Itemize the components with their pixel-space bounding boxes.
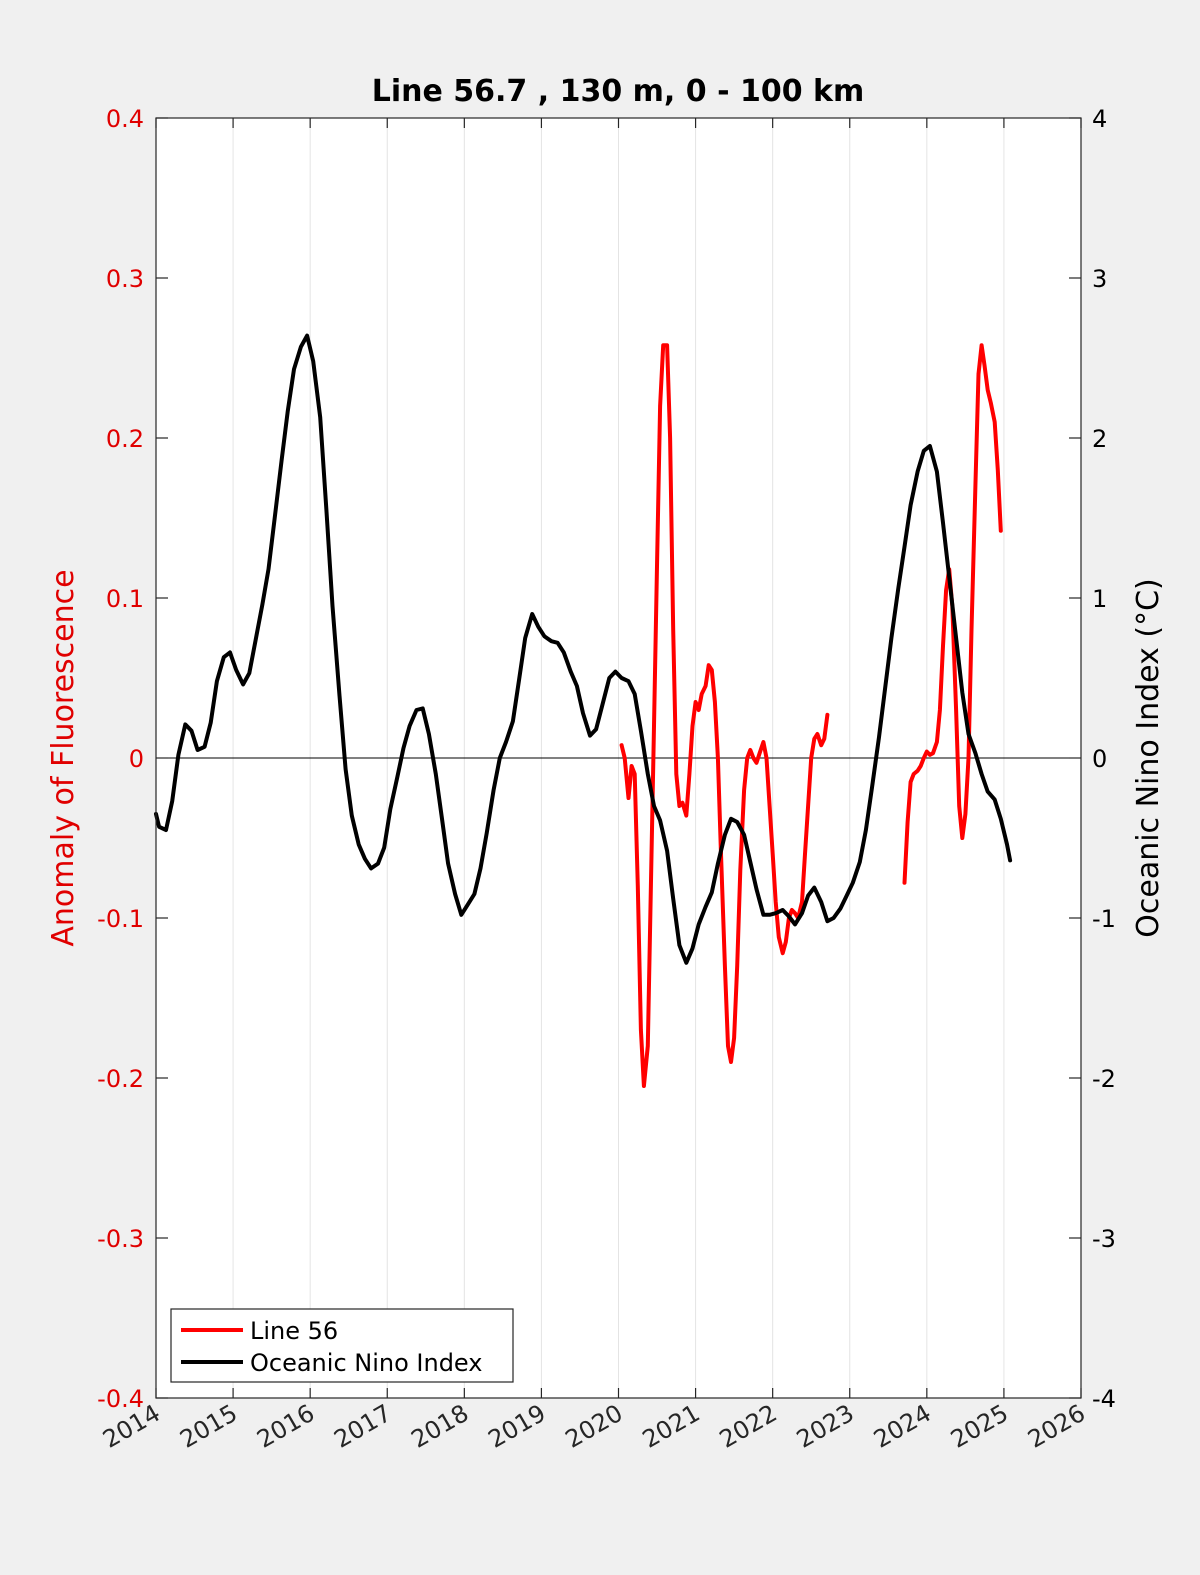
y-tick-label-left-0.2: 0.2 bbox=[106, 425, 144, 453]
legend-label-line56: Line 56 bbox=[250, 1317, 338, 1345]
y-tick-label-right-0: 0 bbox=[1092, 745, 1107, 773]
legend: Line 56 Oceanic Nino Index bbox=[170, 1308, 514, 1383]
y-tick-label-left-0.3: 0.3 bbox=[106, 265, 144, 293]
y-tick-label-left-0: 0 bbox=[129, 745, 144, 773]
y-tick-label-right--3: -3 bbox=[1092, 1225, 1116, 1253]
y-axis-label-left: Anomaly of Fluorescence bbox=[46, 569, 81, 946]
y-tick-label-right-3: 3 bbox=[1092, 265, 1107, 293]
y-axis-label-right: Oceanic Nino Index (°C) bbox=[1131, 578, 1166, 938]
y-tick-label-left--0.3: -0.3 bbox=[97, 1225, 144, 1253]
series-line-line56-0 bbox=[619, 343, 830, 1088]
y-tick-label-right--4: -4 bbox=[1092, 1385, 1116, 1413]
left-axis: 0.4 0.3 0.2 0.1 0 -0.1 -0.2 -0.3 -0.4 bbox=[97, 105, 168, 1413]
y-tick-label-right-4: 4 bbox=[1092, 105, 1107, 133]
legend-label-oni: Oceanic Nino Index bbox=[250, 1349, 482, 1377]
legend-box bbox=[170, 1308, 514, 1383]
y-tick-label-left--0.4: -0.4 bbox=[97, 1385, 144, 1413]
y-tick-label-left-0.1: 0.1 bbox=[106, 585, 144, 613]
y-tick-label-right-2: 2 bbox=[1092, 425, 1107, 453]
series-layer bbox=[154, 333, 1013, 1088]
y-tick-label-right-1: 1 bbox=[1092, 585, 1107, 613]
y-tick-label-right--2: -2 bbox=[1092, 1065, 1116, 1093]
y-tick-label-right--1: -1 bbox=[1092, 905, 1116, 933]
chart-title: Line 56.7 , 130 m, 0 - 100 km bbox=[372, 74, 865, 109]
right-axis: 4 3 2 1 0 -1 -2 -3 -4 bbox=[1069, 105, 1116, 1413]
y-tick-label-left-0.4: 0.4 bbox=[106, 105, 144, 133]
y-tick-label-left--0.1: -0.1 bbox=[97, 905, 144, 933]
y-tick-label-left--0.2: -0.2 bbox=[97, 1065, 144, 1093]
series-line-oni-0 bbox=[154, 333, 1013, 965]
